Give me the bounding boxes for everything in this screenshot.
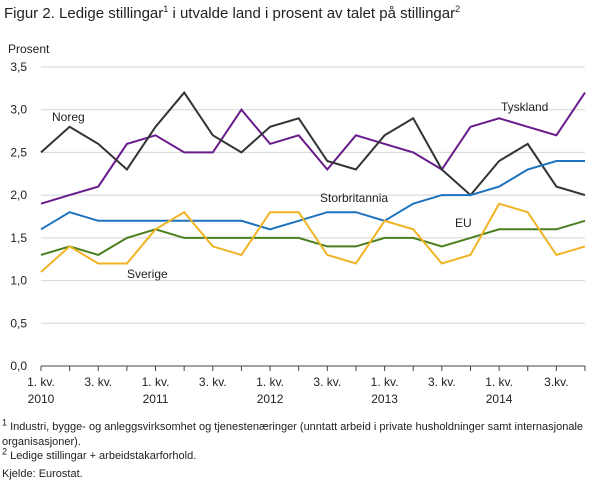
series-line-sverige: [40, 202, 586, 273]
y-tick-label: 0,0: [10, 359, 27, 373]
footnote-1-mark: 1: [2, 417, 8, 428]
footnote-1-text: Industri, bygge- og anleggsvirksomhet og…: [2, 421, 584, 448]
chart-title-rest: i utvalde land i prosent av talet på sti…: [168, 5, 456, 22]
x-tick-label: 1. kv.: [371, 375, 399, 389]
y-axis-label: Prosent: [8, 42, 50, 56]
footnote-2-mark: 2: [2, 446, 8, 457]
x-tick-year-label: 2011: [143, 392, 169, 406]
series-label-sverige: Sverige: [127, 267, 168, 281]
title-footnote-mark-2: 2: [455, 4, 461, 14]
y-tick-label: 0,5: [10, 316, 27, 330]
series-label-noreg: Noreg: [52, 110, 85, 124]
series-label-tyskland: Tyskland: [501, 100, 548, 114]
line-chart: 0,0 0,5 1,0 1,5 2,0 2,5 3,0 3,5 1. kv. 2010 3. kv.…: [10, 60, 586, 406]
series-line-storbritannia: [40, 160, 585, 231]
x-tick-label: 3.kv.: [544, 375, 568, 389]
y-tick-label: 2,0: [10, 188, 27, 202]
series-label-eu: EU: [455, 216, 472, 230]
x-tick-label: 3. kv.: [199, 375, 227, 389]
x-tick-label: 3. kv.: [84, 375, 112, 389]
footnote-1: 1 Industri, bygge- og anleggsvirksomhet …: [2, 417, 602, 449]
x-tick-year-label: 2010: [28, 392, 55, 406]
source-note: Kjelde: Eurostat.: [2, 467, 83, 480]
y-tick-label: 2,5: [10, 145, 27, 159]
y-tick-label: 1,0: [10, 274, 27, 288]
footnotes: 1 Industri, bygge- og anleggsvirksomhet …: [2, 417, 602, 481]
y-tick-label: 1,5: [10, 231, 27, 245]
chart-title-text: Figur 2. Ledige stillingar: [4, 5, 164, 22]
x-tick-label: 1. kv.: [27, 375, 55, 389]
series-line-eu: [40, 219, 586, 256]
x-tick-label: 1. kv.: [142, 375, 170, 389]
x-tick-label: 1. kv.: [485, 375, 513, 389]
series-line-noreg: [40, 90, 586, 197]
series-label-storbritannia: Storbritannia: [320, 191, 388, 205]
footnote-2-text: Ledige stillingar + arbeidstakarforhold.: [7, 450, 197, 462]
chart-title: Figur 2. Ledige stillingar1 i utvalde la…: [4, 4, 461, 23]
x-tick-year-label: 2012: [257, 392, 284, 406]
title-footnote-mark-1: 1: [163, 4, 169, 14]
x-tick-year-label: 2013: [371, 392, 398, 406]
y-tick-label: 3,0: [10, 103, 27, 117]
y-tick-label: 3,5: [10, 60, 27, 74]
footnote-2: 2 Ledige stillingar + arbeidstakarforhol…: [2, 446, 602, 464]
x-tick-year-label: 2014: [486, 392, 513, 406]
x-tick-label: 3. kv.: [313, 375, 341, 389]
x-tick-label: 1. kv.: [256, 375, 284, 389]
series-line-tyskland: [40, 92, 586, 205]
x-tick-label: 3. kv.: [428, 375, 456, 389]
